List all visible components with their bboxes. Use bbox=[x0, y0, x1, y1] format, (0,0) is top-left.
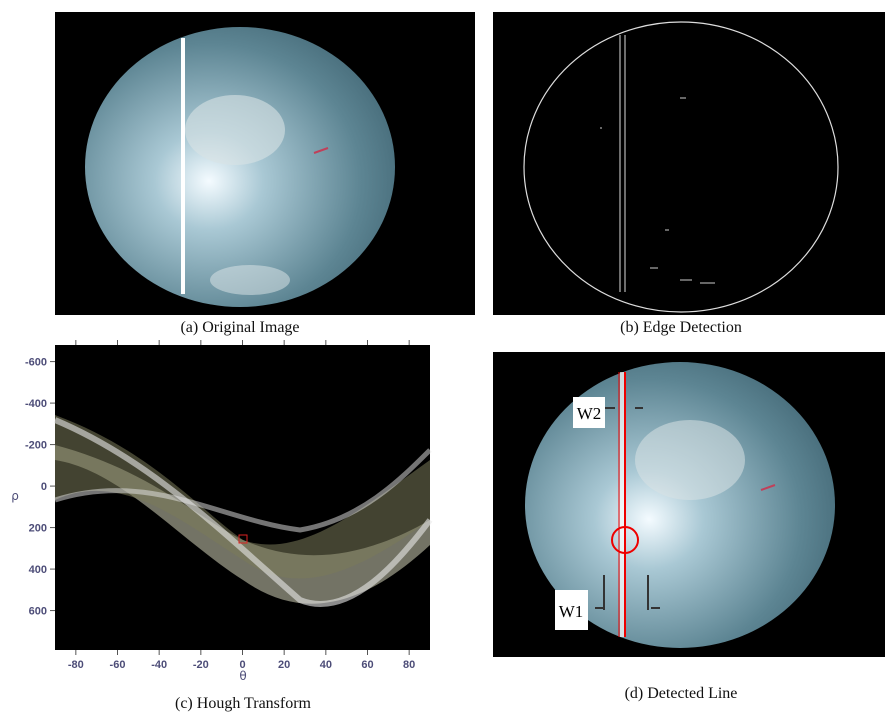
y-tick-label: -600 bbox=[25, 357, 47, 369]
caption: (b) Edge Detection bbox=[620, 319, 742, 336]
w1-label: W1 bbox=[559, 602, 584, 621]
figure: (a) Original Image (b) Edge Detection (c… bbox=[0, 0, 885, 713]
x-tick-label: -40 bbox=[151, 659, 167, 671]
x-tick-label: -80 bbox=[68, 659, 84, 671]
caption: (a) Original Image bbox=[180, 319, 299, 336]
caption: (d) Detected Line bbox=[625, 685, 738, 702]
x-axis-label: θ bbox=[239, 669, 246, 683]
x-tick-label: 80 bbox=[403, 659, 415, 671]
caption: (c) Hough Transform bbox=[175, 695, 312, 712]
x-tick-label: -20 bbox=[193, 659, 209, 671]
panel-b: (b) Edge Detection bbox=[493, 12, 885, 336]
x-tick-label: 20 bbox=[278, 659, 290, 671]
y-tick-label: -200 bbox=[25, 440, 47, 452]
panel-a: (a) Original Image bbox=[55, 12, 475, 336]
x-tick-label: -60 bbox=[110, 659, 126, 671]
y-axis-label: ρ bbox=[11, 489, 19, 503]
y-tick-label: -400 bbox=[25, 398, 47, 410]
y-tick-label: 0 bbox=[41, 481, 47, 493]
y-tick-label: 600 bbox=[29, 606, 47, 618]
y-tick-label: 200 bbox=[29, 523, 47, 535]
w2-label: W2 bbox=[577, 404, 602, 423]
x-tick-label: 0 bbox=[239, 659, 245, 671]
x-tick-label: 60 bbox=[361, 659, 373, 671]
y-tick-label: 400 bbox=[29, 564, 47, 576]
panel-d: W2 W1 (d) Detected Line bbox=[493, 352, 885, 702]
x-tick-label: 40 bbox=[320, 659, 332, 671]
